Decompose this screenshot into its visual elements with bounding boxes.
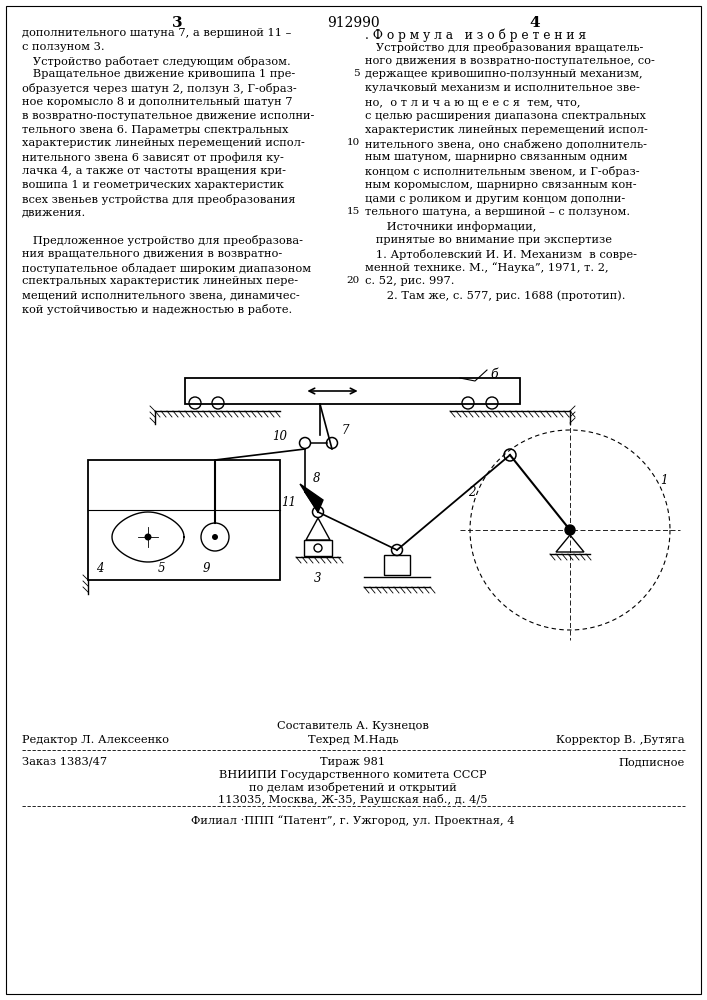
Text: характеристик линейных перемещений испол-: характеристик линейных перемещений испол…	[365, 125, 648, 135]
Text: с ползуном 3.: с ползуном 3.	[22, 42, 105, 52]
Text: . Ф о р м у л а   и з о б р е т е н и я: . Ф о р м у л а и з о б р е т е н и я	[365, 28, 586, 41]
Circle shape	[212, 534, 218, 540]
Text: в возвратно-поступательное движение исполни-: в возвратно-поступательное движение испо…	[22, 111, 315, 121]
Text: 11: 11	[281, 495, 296, 508]
Text: Составитель А. Кузнецов: Составитель А. Кузнецов	[277, 721, 429, 731]
Text: 2: 2	[468, 486, 476, 498]
Text: 10: 10	[272, 430, 287, 444]
Text: ным шатуном, шарнирно связанным одним: ным шатуном, шарнирно связанным одним	[365, 152, 628, 162]
Text: по делам изобретений и открытий: по делам изобретений и открытий	[249, 782, 457, 793]
Text: 10: 10	[346, 138, 360, 147]
Text: 5: 5	[354, 69, 360, 78]
Text: 4: 4	[96, 562, 103, 575]
Text: Филиал ·ППП “Патент”, г. Ужгород, ул. Проектная, 4: Филиал ·ППП “Патент”, г. Ужгород, ул. Пр…	[192, 815, 515, 826]
Text: движения.: движения.	[22, 207, 86, 217]
Text: образуется через шатун 2, ползун 3, Г-образ-: образуется через шатун 2, ползун 3, Г-об…	[22, 83, 297, 94]
Text: ния вращательного движения в возвратно-: ния вращательного движения в возвратно-	[22, 249, 282, 259]
Text: концом с исполнительным звеном, и Г-образ-: концом с исполнительным звеном, и Г-обра…	[365, 166, 640, 177]
Circle shape	[565, 525, 575, 535]
Text: нительного звена 6 зависят от профиля ку-: нительного звена 6 зависят от профиля ку…	[22, 152, 284, 163]
Bar	[384, 555, 410, 575]
Text: всех звеньев устройства для преобразования: всех звеньев устройства для преобразован…	[22, 194, 296, 205]
Text: Предложенное устройство для преобразова-: Предложенное устройство для преобразова-	[22, 235, 303, 246]
Text: цами с роликом и другим концом дополни-: цами с роликом и другим концом дополни-	[365, 194, 625, 204]
Text: 20: 20	[346, 276, 360, 285]
Text: но,  о т л и ч а ю щ е е с я  тем, что,: но, о т л и ч а ю щ е е с я тем, что,	[365, 97, 580, 107]
Text: с целью расширения диапазона спектральных: с целью расширения диапазона спектральны…	[365, 111, 646, 121]
Text: кулачковый механизм и исполнительное зве-: кулачковый механизм и исполнительное зве…	[365, 83, 640, 93]
Polygon shape	[300, 484, 323, 512]
Text: кой устойчивостью и надежностью в работе.: кой устойчивостью и надежностью в работе…	[22, 304, 292, 315]
Text: 3: 3	[172, 16, 182, 30]
Bar	[88, 460, 280, 580]
Text: Подписное: Подписное	[619, 757, 685, 767]
Text: Источники информации,: Источники информации,	[365, 221, 537, 232]
Text: 15: 15	[346, 207, 360, 216]
Text: Техред М.Надь: Техред М.Надь	[308, 735, 398, 745]
Text: поступательное обладает широким диапазоном: поступательное обладает широким диапазон…	[22, 263, 311, 274]
Text: 3: 3	[314, 572, 322, 585]
Text: 8: 8	[313, 472, 320, 485]
Text: Вращательное движение кривошипа 1 пре-: Вращательное движение кривошипа 1 пре-	[22, 69, 296, 79]
Text: лачка 4, а также от частоты вращения кри-: лачка 4, а также от частоты вращения кри…	[22, 166, 286, 176]
Text: 912990: 912990	[327, 16, 380, 30]
Text: Тираж 981: Тираж 981	[320, 757, 385, 767]
Text: ного движения в возвратно-поступательное, со-: ного движения в возвратно-поступательное…	[365, 56, 655, 66]
Text: Редактор Л. Алексеенко: Редактор Л. Алексеенко	[22, 735, 169, 745]
Bar	[304, 540, 332, 556]
Text: Устройство для преобразования вращатель-: Устройство для преобразования вращатель-	[365, 42, 643, 53]
Text: 7: 7	[342, 424, 349, 438]
Text: держащее кривошипно-ползунный механизм,: держащее кривошипно-ползунный механизм,	[365, 69, 643, 79]
Text: вошипа 1 и геометрических характеристик: вошипа 1 и геометрических характеристик	[22, 180, 284, 190]
Text: тельного звена 6. Параметры спектральных: тельного звена 6. Параметры спектральных	[22, 125, 288, 135]
Text: 1: 1	[660, 474, 667, 487]
Bar	[185, 378, 520, 404]
Text: менной технике. М., “Наука”, 1971, т. 2,: менной технике. М., “Наука”, 1971, т. 2,	[365, 263, 609, 273]
Text: мещений исполнительного звена, динамичес-: мещений исполнительного звена, динамичес…	[22, 290, 300, 300]
Text: спектральных характеристик линейных пере-: спектральных характеристик линейных пере…	[22, 276, 298, 286]
Text: 113035, Москва, Ж-35, Раушская наб., д. 4/5: 113035, Москва, Ж-35, Раушская наб., д. …	[218, 794, 488, 805]
Text: Заказ 1383/47: Заказ 1383/47	[22, 757, 107, 767]
Text: дополнительного шатуна 7, а вершиной 11 –: дополнительного шатуна 7, а вершиной 11 …	[22, 28, 291, 38]
Text: характеристик линейных перемещений испол-: характеристик линейных перемещений испол…	[22, 138, 305, 148]
Text: с. 52, рис. 997.: с. 52, рис. 997.	[365, 276, 455, 286]
Circle shape	[144, 534, 151, 540]
Text: б: б	[490, 368, 498, 381]
Text: Корректор В. ‚Бутяга: Корректор В. ‚Бутяга	[556, 735, 685, 745]
Text: 4: 4	[530, 16, 540, 30]
Text: ным коромыслом, шарнирно связанным кон-: ным коромыслом, шарнирно связанным кон-	[365, 180, 636, 190]
Text: Устройство работает следующим образом.: Устройство работает следующим образом.	[22, 56, 291, 67]
Text: ное коромысло 8 и дополнительный шатун 7: ное коромысло 8 и дополнительный шатун 7	[22, 97, 293, 107]
Text: 5: 5	[158, 562, 165, 575]
Text: 2. Там же, с. 577, рис. 1688 (прототип).: 2. Там же, с. 577, рис. 1688 (прототип).	[365, 290, 626, 301]
Text: нительного звена, оно снабжено дополнитель-: нительного звена, оно снабжено дополните…	[365, 138, 647, 149]
Text: 9: 9	[203, 562, 211, 575]
Text: принятые во внимание при экспертизе: принятые во внимание при экспертизе	[365, 235, 612, 245]
Text: тельного шатуна, а вершиной – с ползуном.: тельного шатуна, а вершиной – с ползуном…	[365, 207, 630, 217]
Text: 1. Артоболевский И. И. Механизм  в совре-: 1. Артоболевский И. И. Механизм в совре-	[365, 249, 637, 260]
Text: ВНИИПИ Государственного комитета СССР: ВНИИПИ Государственного комитета СССР	[219, 770, 486, 780]
